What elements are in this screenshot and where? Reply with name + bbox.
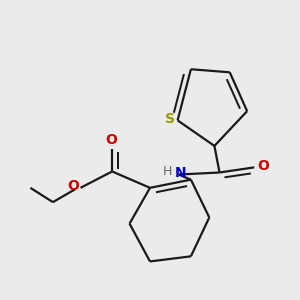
Text: O: O — [257, 160, 269, 173]
Text: H: H — [162, 165, 172, 178]
Text: N: N — [174, 166, 186, 180]
Text: O: O — [67, 179, 79, 193]
Text: O: O — [106, 133, 118, 147]
Text: S: S — [165, 112, 175, 126]
